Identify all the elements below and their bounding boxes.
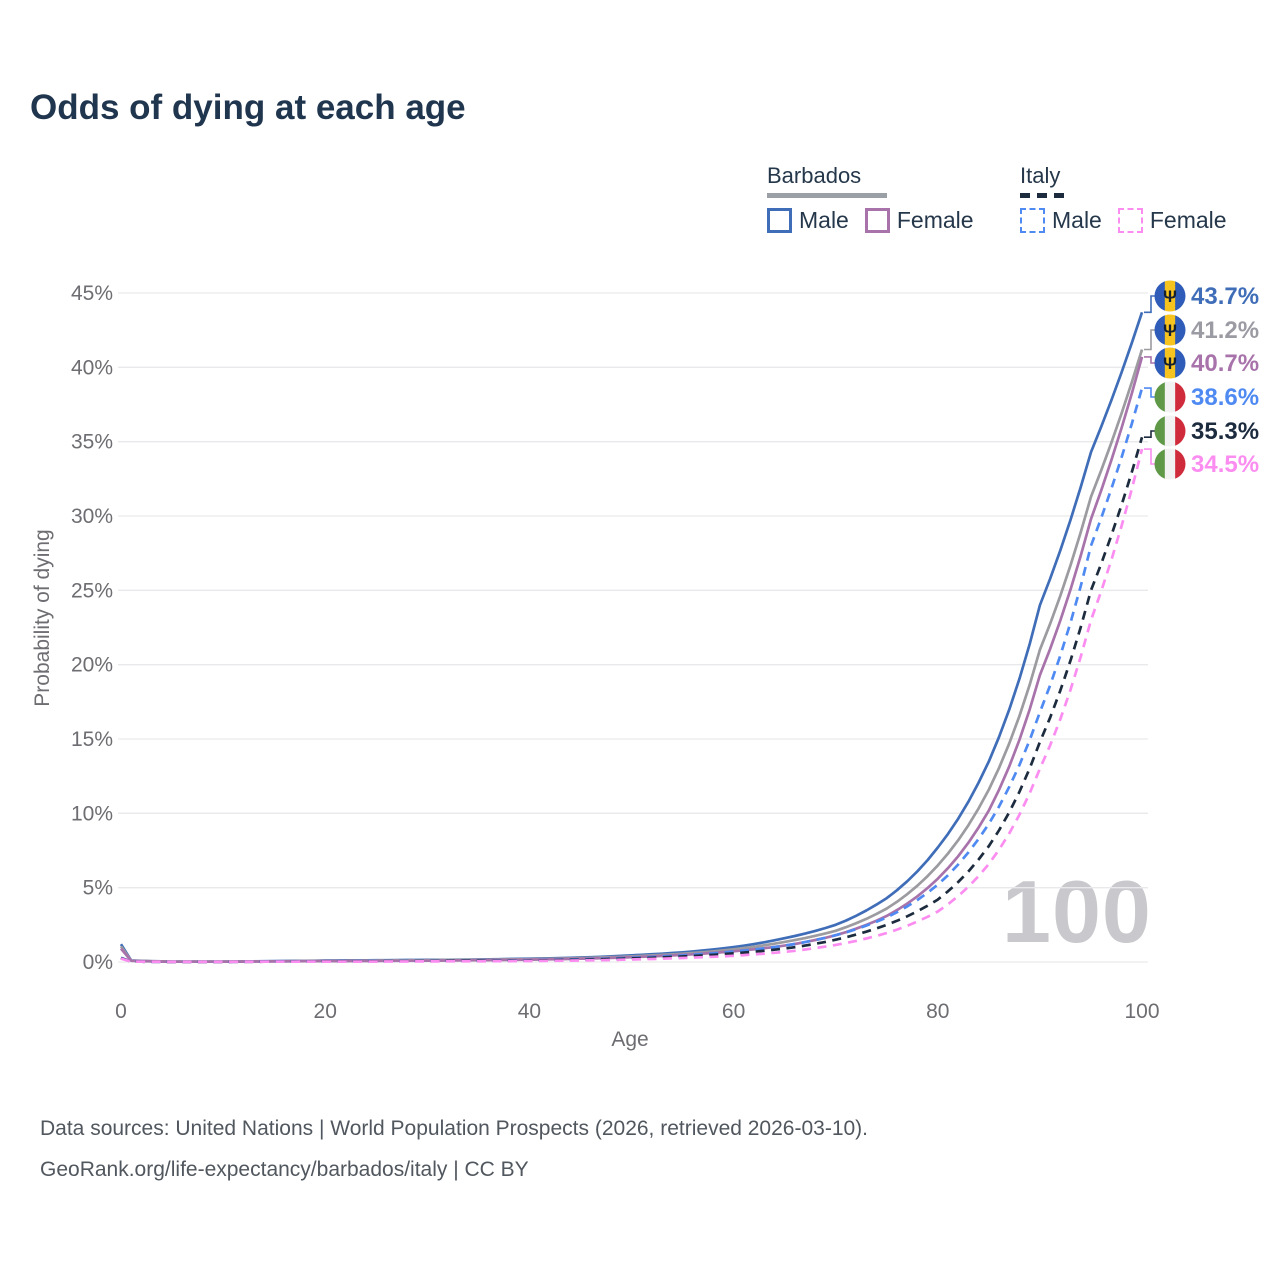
x-tick-label-0: 0 [115, 1000, 127, 1023]
leader-line-barbados-male [1144, 295, 1155, 314]
end-value-label-barbados-both-sexes: 41.2% [1191, 317, 1259, 344]
legend-label-barbados-female[interactable]: Female [896, 207, 974, 233]
italy-flag-icon [1154, 381, 1186, 413]
y-tick-label-25: 25% [71, 579, 113, 602]
leader-line-italy-both-sexes [1144, 430, 1155, 438]
end-value-label-italy-both-sexes: 35.3% [1191, 418, 1259, 445]
series-line-italy-female[interactable] [120, 448, 1144, 964]
leader-line-italy-female [1144, 448, 1155, 465]
footer-attribution: GeoRank.org/life-expectancy/barbados/ita… [40, 1158, 529, 1181]
y-tick-label-5: 5% [83, 877, 113, 900]
y-tick-label-35: 35% [71, 431, 113, 454]
legend-label-barbados-male[interactable]: Male [799, 207, 849, 233]
barbados-flag-icon: Ψ [1154, 347, 1186, 379]
legend-group-barbados: Barbados Male Female [767, 163, 990, 234]
footer-data-sources: Data sources: United Nations | World Pop… [40, 1117, 869, 1140]
y-tick-label-20: 20% [71, 654, 113, 677]
italy-flag-icon [1154, 415, 1186, 447]
page-title: Odds of dying at each age [30, 88, 466, 127]
legend-item-italy-male[interactable]: Male [1020, 207, 1102, 234]
italy-female-checkbox[interactable] [1117, 208, 1143, 233]
legend-label-italy-female[interactable]: Female [1149, 207, 1227, 233]
footer: Data sources: United Nations | World Pop… [40, 1108, 868, 1190]
x-tick-label-60: 60 [722, 1000, 745, 1023]
y-tick-label-10: 10% [71, 802, 113, 825]
x-axis-title: Age [611, 1028, 649, 1051]
svg-text:Ψ: Ψ [1163, 287, 1177, 306]
series-line-barbados-female[interactable] [119, 356, 1144, 964]
italy-flag-icon [1154, 448, 1186, 480]
legend-header-italy[interactable]: Italy [1020, 163, 1065, 198]
x-tick-label-100: 100 [1124, 1000, 1159, 1023]
barbados-flag-icon: Ψ [1154, 314, 1186, 346]
y-tick-label-40: 40% [71, 356, 113, 379]
series-line-italy-male[interactable] [120, 387, 1144, 964]
y-tick-label-30: 30% [71, 505, 113, 528]
italy-male-checkbox[interactable] [1020, 208, 1045, 233]
legend-items-italy: Male Female [1020, 207, 1243, 234]
legend-item-barbados-male[interactable]: Male [767, 207, 849, 234]
series-line-barbados-male[interactable] [119, 311, 1144, 963]
end-value-label-italy-male: 38.6% [1191, 384, 1259, 411]
legend-item-barbados-female[interactable]: Female [864, 207, 974, 234]
end-value-label-barbados-female: 40.7% [1191, 350, 1259, 377]
svg-text:Ψ: Ψ [1163, 354, 1177, 373]
age-watermark: 100 [1002, 862, 1152, 961]
y-tick-label-15: 15% [71, 728, 113, 751]
x-tick-label-40: 40 [518, 1000, 541, 1023]
legend-header-barbados[interactable]: Barbados [767, 163, 888, 198]
legend-item-italy-female[interactable]: Female [1117, 207, 1227, 234]
x-tick-label-20: 20 [314, 1000, 337, 1023]
barbados-female-checkbox[interactable] [864, 208, 890, 233]
y-tick-label-0: 0% [83, 951, 113, 974]
leader-line-barbados-female [1144, 356, 1155, 364]
y-axis-title: Probability of dying [31, 529, 54, 707]
legend-items-barbados: Male Female [767, 207, 990, 234]
barbados-male-checkbox[interactable] [767, 208, 792, 233]
legend-group-italy: Italy Male Female [1020, 163, 1243, 234]
leader-line-italy-male [1144, 387, 1155, 398]
barbados-flag-icon: Ψ [1154, 280, 1186, 312]
end-value-label-italy-female: 34.5% [1191, 451, 1259, 478]
x-tick-label-80: 80 [926, 1000, 949, 1023]
leader-line-barbados-both-sexes [1144, 329, 1155, 351]
y-tick-label-45: 45% [71, 282, 113, 305]
svg-text:Ψ: Ψ [1163, 321, 1177, 340]
legend-label-italy-male[interactable]: Male [1052, 207, 1102, 233]
end-value-label-barbados-male: 43.7% [1191, 283, 1259, 310]
